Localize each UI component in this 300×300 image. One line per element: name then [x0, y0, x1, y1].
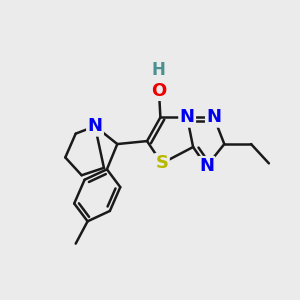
Text: N: N	[88, 117, 103, 135]
Text: N: N	[206, 108, 221, 126]
Text: N: N	[180, 108, 195, 126]
Text: H: H	[152, 61, 166, 79]
Text: O: O	[151, 82, 166, 100]
Text: N: N	[199, 157, 214, 175]
Text: S: S	[155, 154, 168, 172]
